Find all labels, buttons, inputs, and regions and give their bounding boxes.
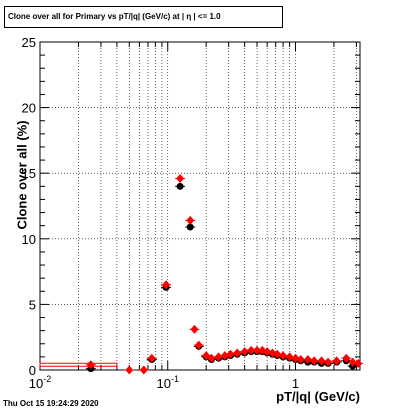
data-point <box>186 215 195 225</box>
data-point <box>285 352 294 362</box>
y-axis-label: Clone over all (%) <box>14 120 30 230</box>
data-point <box>279 351 288 361</box>
x-tick-label: 1 <box>292 376 299 391</box>
data-point <box>220 351 229 361</box>
series-1 <box>85 173 364 375</box>
data-point <box>125 365 134 375</box>
data-point <box>342 353 351 363</box>
data-point <box>291 353 300 363</box>
low-bin-box <box>39 362 118 367</box>
y-tick-label: 10 <box>22 232 36 247</box>
data-point <box>86 360 95 370</box>
data-point <box>194 340 203 350</box>
data-point <box>240 347 249 357</box>
data-point <box>348 357 357 367</box>
data-point <box>273 349 282 359</box>
y-tick-label: 5 <box>29 297 36 312</box>
data-point <box>176 182 184 190</box>
y-tick-label: 20 <box>22 101 36 116</box>
data-point <box>310 356 319 366</box>
data-point <box>162 280 171 290</box>
data-point <box>253 345 262 355</box>
data-point <box>139 365 148 375</box>
data-point <box>247 345 256 355</box>
datestamp: Thu Oct 15 19:24:29 2020 <box>3 399 99 408</box>
data-point <box>296 355 305 365</box>
data-point <box>186 223 194 231</box>
x-tick-exponent: -1 <box>171 374 179 384</box>
tick-label-layer: 0 5 10 15 20 25 10-2 10-1 1 <box>22 35 300 391</box>
x-tick-label: 10-2 <box>29 374 51 391</box>
data-point <box>214 352 223 362</box>
data-point <box>324 357 333 367</box>
data-point <box>332 356 341 366</box>
tick-layer <box>39 41 360 371</box>
data-point <box>176 173 185 183</box>
series-layer <box>39 173 364 375</box>
x-tick-label: 10-1 <box>156 374 178 391</box>
data-point <box>207 353 216 363</box>
data-point <box>354 358 363 368</box>
data-point <box>317 356 326 366</box>
grid-layer <box>40 42 360 370</box>
y-tick-label: 15 <box>22 166 36 181</box>
chart-title: Clone over all for Primary vs pT/|q| (Ge… <box>4 6 283 28</box>
series-0 <box>85 182 358 373</box>
data-point <box>303 355 312 365</box>
y-axis-label-wrap: Clone over all (%) <box>14 105 30 245</box>
data-point <box>226 349 235 359</box>
data-point <box>263 347 272 357</box>
plot-frame <box>39 41 361 371</box>
data-point <box>233 348 242 358</box>
data-point <box>147 353 156 363</box>
x-tick-exponent: -2 <box>43 374 51 384</box>
data-point <box>190 324 199 334</box>
y-tick-label: 25 <box>22 35 36 50</box>
y-tick-label: 0 <box>29 363 36 378</box>
x-axis-label: pT/|q| (GeV/c) <box>276 389 360 404</box>
